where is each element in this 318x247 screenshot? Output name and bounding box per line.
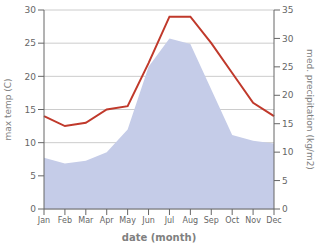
svg-text:max temp (C): max temp (C) bbox=[8, 78, 13, 140]
svg-text:Jul: Jul bbox=[164, 216, 175, 225]
svg-text:Apr: Apr bbox=[100, 216, 115, 225]
svg-text:med. precipitation (kg/m2): med. precipitation (kg/m2) bbox=[305, 49, 310, 170]
svg-text:25: 25 bbox=[282, 62, 293, 72]
svg-text:Jun: Jun bbox=[141, 216, 155, 225]
svg-text:30: 30 bbox=[25, 5, 37, 15]
svg-text:Jan: Jan bbox=[37, 216, 50, 225]
svg-text:20: 20 bbox=[282, 90, 294, 100]
svg-text:10: 10 bbox=[25, 138, 37, 148]
svg-text:date (month): date (month) bbox=[122, 232, 196, 243]
svg-text:5: 5 bbox=[30, 171, 36, 181]
svg-text:Aug: Aug bbox=[183, 216, 199, 225]
svg-text:Dec: Dec bbox=[266, 216, 281, 225]
svg-text:30: 30 bbox=[282, 34, 294, 44]
svg-text:0: 0 bbox=[30, 204, 36, 214]
svg-text:Mar: Mar bbox=[78, 216, 94, 225]
svg-text:35: 35 bbox=[282, 5, 293, 15]
svg-text:15: 15 bbox=[25, 105, 36, 115]
svg-text:Oct: Oct bbox=[225, 216, 239, 225]
svg-text:25: 25 bbox=[25, 38, 36, 48]
svg-text:Feb: Feb bbox=[58, 216, 72, 225]
svg-text:0: 0 bbox=[282, 204, 288, 214]
svg-text:May: May bbox=[119, 216, 136, 225]
svg-text:Sep: Sep bbox=[204, 216, 219, 225]
svg-text:20: 20 bbox=[25, 72, 37, 82]
svg-text:Nov: Nov bbox=[245, 216, 261, 225]
svg-text:5: 5 bbox=[282, 176, 288, 186]
svg-text:10: 10 bbox=[282, 147, 294, 157]
svg-text:15: 15 bbox=[282, 119, 293, 129]
